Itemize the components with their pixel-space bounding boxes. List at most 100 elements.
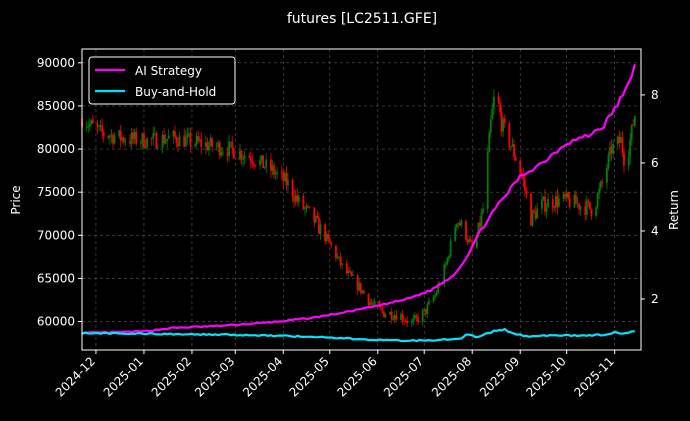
candle-body	[424, 309, 427, 314]
candle-body	[178, 135, 181, 147]
candle-body	[339, 256, 342, 266]
candle-body	[175, 137, 178, 144]
candle-body	[356, 275, 359, 291]
candle-body	[427, 301, 430, 305]
candle-body	[486, 152, 489, 209]
candle-body	[276, 171, 279, 174]
candle-body	[514, 156, 517, 161]
candle-body	[454, 227, 457, 241]
legend: AI Strategy Buy-and-Hold	[88, 56, 236, 105]
candle-body	[513, 144, 515, 157]
candle-body	[283, 173, 286, 181]
candle-body	[437, 284, 440, 293]
candle-body	[85, 127, 88, 128]
candle-body	[389, 312, 392, 315]
candle-body	[336, 256, 339, 259]
candle-body	[209, 137, 212, 146]
candle-body	[584, 206, 587, 215]
plot-frame	[81, 48, 642, 351]
y-tick-label: 90000	[37, 56, 75, 70]
candle-body	[186, 134, 189, 138]
candle-body	[564, 194, 567, 198]
y2-tick-label: 2	[651, 292, 659, 306]
candle-body	[204, 142, 207, 147]
candle-body	[187, 133, 190, 135]
candle-body	[198, 139, 201, 142]
candle-body	[596, 193, 599, 208]
candle-body	[166, 138, 169, 141]
candle-body	[174, 131, 176, 138]
candle-body	[287, 179, 289, 186]
candle-body	[619, 137, 622, 143]
candle-body	[492, 96, 495, 109]
candle-body	[632, 124, 635, 126]
candle-body	[215, 146, 218, 148]
candle-body	[129, 141, 131, 144]
candle-body	[579, 206, 582, 210]
candle-body	[575, 194, 577, 205]
candle-body	[378, 301, 381, 307]
candle-body	[121, 137, 124, 141]
candle-body	[383, 311, 385, 318]
candle-body	[270, 159, 272, 171]
candle-body	[455, 223, 458, 228]
candle-body	[229, 141, 232, 143]
candle-body	[350, 272, 353, 276]
candle-body	[195, 136, 198, 145]
candle-body	[218, 142, 221, 156]
candle-body	[101, 125, 104, 133]
ai-strategy-line	[81, 64, 636, 335]
candle-body	[465, 220, 467, 240]
candle-body	[237, 158, 240, 160]
candle-body	[341, 263, 344, 266]
candle-body	[177, 143, 179, 147]
candle-body	[395, 315, 398, 320]
candle-body	[519, 160, 522, 173]
candle-body	[222, 152, 224, 154]
candle-body	[167, 136, 170, 139]
y-tick-label: 60000	[37, 315, 75, 329]
candle-body	[110, 134, 113, 137]
candle-body	[263, 167, 266, 168]
candle-body	[316, 215, 319, 218]
candle-body	[232, 148, 235, 159]
candle-body	[260, 155, 263, 161]
candle-body	[457, 223, 460, 224]
candle-body	[547, 199, 549, 208]
candle-body	[479, 222, 481, 228]
candle-body	[533, 210, 536, 212]
candle-body	[530, 193, 532, 226]
candle-body	[156, 148, 159, 149]
candle-body	[348, 270, 351, 273]
candle-body	[338, 256, 340, 258]
legend-label-buy-and-hold: Buy-and-Hold	[135, 85, 216, 99]
candle-body	[150, 137, 153, 139]
candle-body	[228, 141, 231, 157]
candle-body	[304, 207, 306, 209]
candle-body	[242, 158, 244, 160]
candle-body	[606, 167, 608, 183]
candle-body	[426, 304, 429, 314]
candle-body	[319, 224, 322, 234]
candle-body	[573, 194, 576, 208]
candle-body	[423, 309, 426, 311]
candle-body	[618, 136, 621, 143]
candle-body	[211, 137, 213, 147]
candle-body	[469, 239, 472, 242]
candle-body	[443, 264, 446, 286]
candle-body	[217, 142, 220, 147]
candle-body	[108, 136, 111, 138]
candle-body	[633, 116, 636, 126]
candle-body	[601, 181, 604, 183]
candle-body	[302, 196, 305, 209]
candle-body	[358, 282, 361, 291]
candle-body	[544, 196, 546, 212]
candle-body	[554, 196, 557, 208]
candle-body	[414, 315, 416, 319]
candle-body	[468, 239, 471, 243]
candle-body	[361, 290, 364, 293]
candle-body	[91, 120, 94, 124]
candle-body	[88, 123, 91, 127]
y2-tick-label: 8	[651, 88, 659, 102]
candle-body	[587, 200, 590, 202]
